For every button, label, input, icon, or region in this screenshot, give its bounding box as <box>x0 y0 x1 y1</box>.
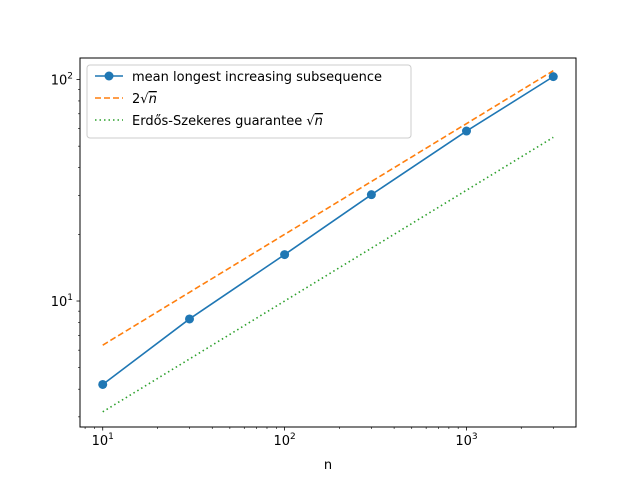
plot-area <box>98 70 558 413</box>
series-1-point <box>185 314 195 324</box>
axis-ticks: 101 102 103 101 102 <box>51 71 554 449</box>
x-tick-label: 102 <box>273 432 295 449</box>
y-tick-label: 102 <box>51 71 73 88</box>
legend-label-2: 2√n <box>132 92 157 107</box>
axes-frame <box>79 57 577 428</box>
series-1-point <box>280 250 290 260</box>
series-line-1 <box>102 75 554 386</box>
series-1-point <box>98 379 108 389</box>
series-1-point <box>461 126 471 136</box>
legend: mean longest increasing subsequence 2√n Er… <box>86 64 412 139</box>
legend-label-1: mean longest increasing subsequence <box>132 70 382 85</box>
series-line-2 <box>102 70 554 346</box>
x-axis-label: n <box>324 458 332 473</box>
y-tick-label: 101 <box>51 293 73 310</box>
x-tick-label: 101 <box>92 432 114 449</box>
series-1-point <box>366 190 376 200</box>
legend-marker-1 <box>104 71 114 81</box>
legend-box <box>86 64 412 139</box>
legend-label-3: Erdős-Szekeres guarantee √n <box>132 114 323 129</box>
x-tick-label: 103 <box>455 432 477 449</box>
series-1-point <box>548 72 558 82</box>
